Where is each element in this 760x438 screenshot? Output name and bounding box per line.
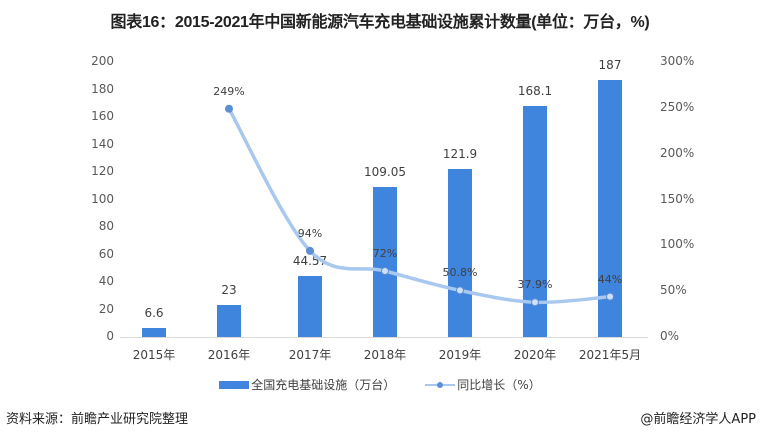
legend-item-bars[interactable]: 全国充电基础设施（万台）: [219, 376, 395, 393]
right-axis-tick: 50%: [660, 283, 687, 298]
legend-line-label: 同比增长（%）: [457, 378, 541, 392]
growth-value-label: 249%: [213, 84, 245, 98]
bar[interactable]: [373, 187, 397, 337]
bar[interactable]: [298, 275, 322, 337]
growth-marker[interactable]: [606, 292, 614, 301]
bar[interactable]: [448, 169, 472, 337]
right-axis-tick: 200%: [660, 145, 695, 160]
bar-value-label: 187: [598, 57, 622, 72]
right-axis-tick: 250%: [660, 99, 695, 114]
x-axis-tick: 2019年: [438, 348, 482, 362]
growth-marker[interactable]: [381, 267, 389, 275]
legend-item-line[interactable]: 同比增长（%）: [425, 376, 541, 393]
bar-value-label: 23: [221, 283, 237, 298]
growth-marker[interactable]: [225, 104, 233, 113]
growth-value-label: 50.8%: [442, 266, 478, 280]
left-axis-tick: 100: [91, 191, 114, 206]
x-axis-tick: 2020年: [513, 348, 557, 362]
x-axis-tick: 2021年5月: [578, 348, 642, 362]
x-axis-line: [120, 337, 648, 338]
x-axis-tick: 2018年: [363, 348, 407, 362]
growth-value-label: 94%: [297, 226, 323, 240]
bar[interactable]: [217, 305, 241, 337]
bar-swatch-icon: [219, 380, 250, 389]
growth-marker[interactable]: [531, 298, 539, 307]
left-axis-tick: 40: [98, 274, 114, 288]
right-axis-tick: 0%: [660, 329, 680, 343]
legend: 全国充电基础设施（万台） 同比增长（%）: [0, 376, 760, 393]
growth-value-label: 37.9%: [517, 278, 553, 292]
left-axis-tick: 200: [91, 54, 114, 68]
bar-value-label: 6.6: [144, 305, 164, 320]
left-axis-tick: 120: [91, 164, 114, 178]
left-axis-tick: 180: [91, 81, 114, 96]
x-axis-tick: 2017年: [288, 348, 332, 362]
left-axis-tick: 140: [91, 136, 114, 151]
growth-marker[interactable]: [306, 246, 314, 255]
left-axis-tick: 60: [98, 246, 114, 261]
growth-value-label: 44%: [597, 272, 623, 286]
source-note: 资料来源：前瞻产业研究院整理: [6, 412, 189, 427]
bar[interactable]: [142, 327, 166, 337]
chart-title: 图表16：2015-2021年中国新能源汽车充电基础设施累计数量(单位：万台，%…: [110, 14, 650, 31]
left-axis-tick: 0: [106, 329, 114, 343]
growth-markers: [225, 104, 614, 307]
line-swatch-icon: [425, 380, 456, 390]
bar-value-label: 121.9: [442, 147, 478, 162]
legend-bar-label: 全国充电基础设施（万台）: [251, 378, 396, 392]
right-axis-tick: 150%: [660, 191, 695, 206]
bar-value-label: 109.05: [364, 165, 406, 180]
credit-note: @前瞻经济学人APP: [640, 412, 756, 427]
left-axis-tick: 80: [98, 219, 114, 233]
growth-marker[interactable]: [456, 286, 464, 295]
growth-line: [227, 107, 612, 305]
right-axis-tick: 300%: [660, 54, 695, 68]
x-axis-tick: 2016年: [207, 348, 251, 362]
growth-value-label: 72%: [372, 247, 398, 260]
left-axis-tick: 160: [91, 109, 114, 123]
bar-value-label: 168.1: [517, 83, 553, 98]
left-axis-tick: 20: [98, 301, 114, 316]
right-axis-tick: 100%: [660, 237, 695, 252]
x-axis-tick: 2015年: [132, 348, 176, 362]
